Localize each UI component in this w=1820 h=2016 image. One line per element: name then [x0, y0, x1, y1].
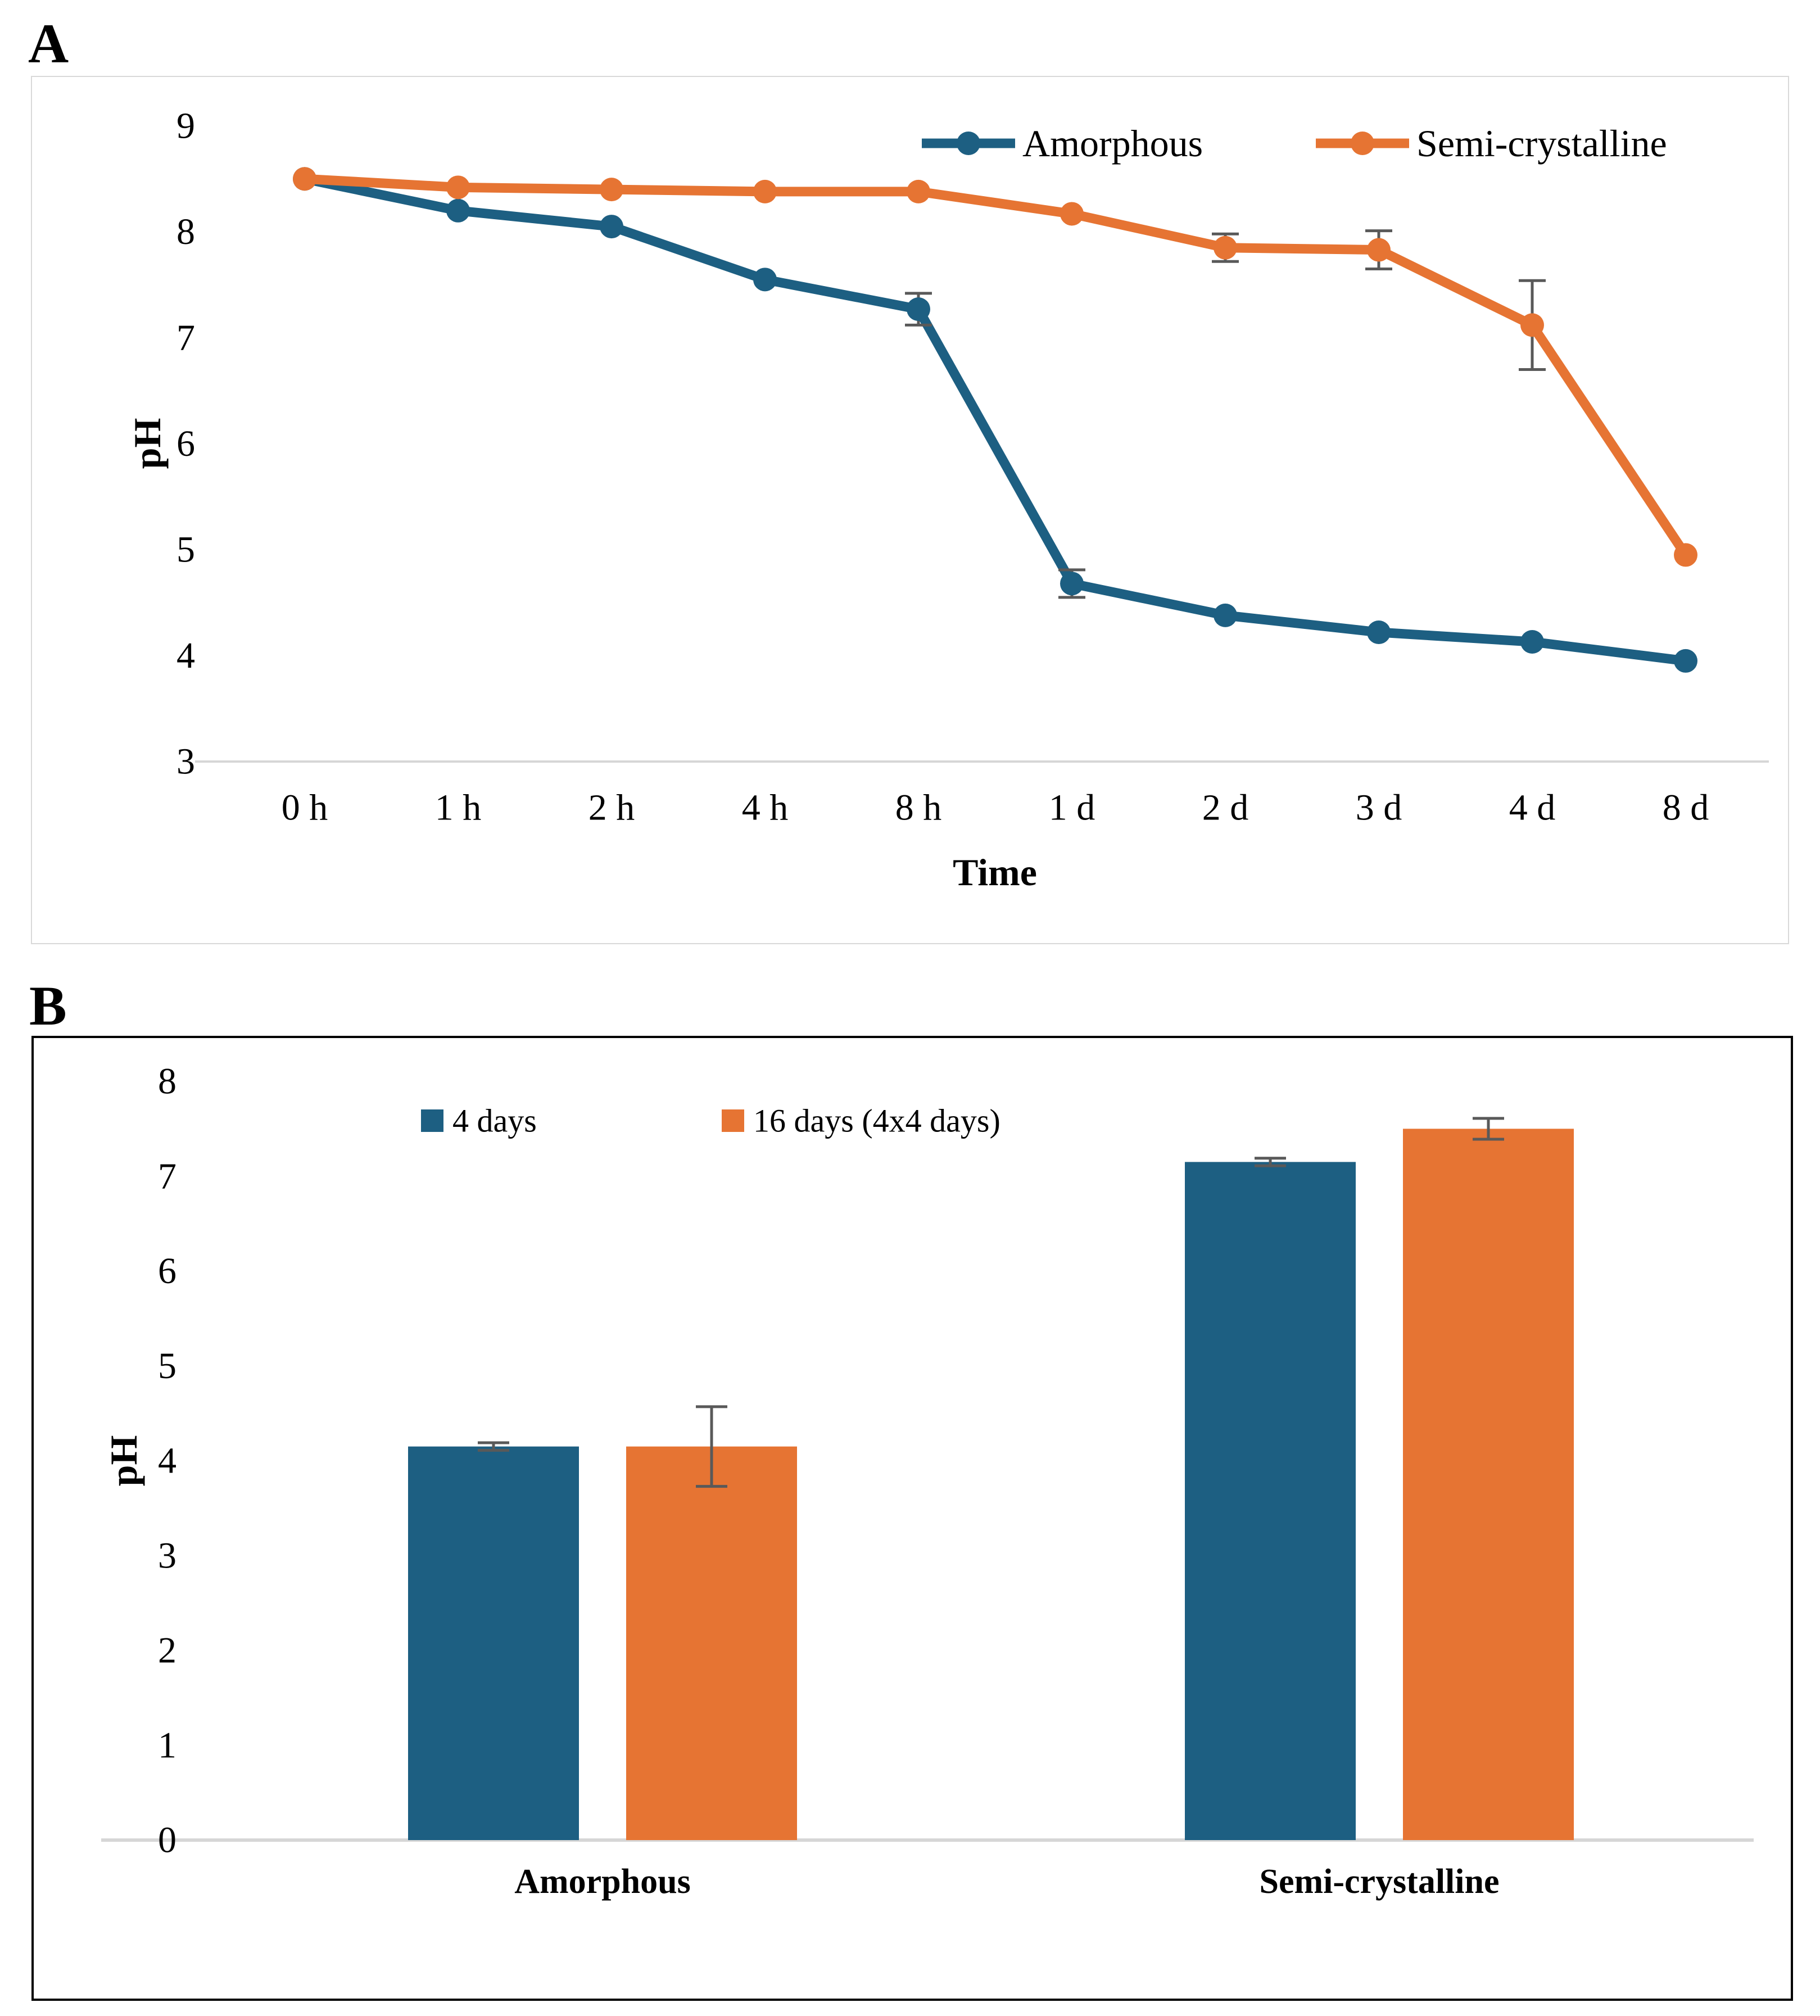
legend-label-semi-crystalline: Semi-crystalline — [1416, 122, 1667, 165]
x-category-label: 4 h — [742, 787, 789, 828]
legend-label-16-days-4x4-days-: 16 days (4x4 days) — [753, 1103, 1000, 1139]
bar-16-days-4x4-days--semi-crystalline — [1403, 1129, 1574, 1840]
panel-b-letter: B — [29, 975, 67, 1037]
data-point-semi-crystalline-9 — [1674, 543, 1697, 567]
legend-marker-semi-crystalline — [1351, 132, 1374, 155]
bar-16-days-4x4-days--amorphous — [626, 1446, 797, 1840]
y-tick-label: 8 — [158, 1061, 176, 1102]
legend-item-amorphous: Amorphous — [922, 122, 1203, 165]
x-category-label: 1 d — [1049, 787, 1095, 828]
data-point-amorphous-5 — [1060, 572, 1084, 596]
y-tick-label: 7 — [176, 318, 195, 359]
data-point-amorphous-2 — [600, 215, 623, 239]
x-category-label-amorphous: Amorphous — [514, 1863, 691, 1901]
series-line-semi-crystalline — [300, 174, 1691, 560]
line-chart-ph-vs-time: 9 8 7 6 5 4 3 0 h 1 h 2 h 4 h 8 h 1 d 2 d 3 d 4 d 8 d Tim… — [126, 106, 1769, 894]
x-category-label: 0 h — [282, 787, 328, 828]
data-point-semi-crystalline-3 — [753, 179, 777, 203]
error-bar-4-days-amorphous — [478, 1441, 509, 1452]
data-point-semi-crystalline-6 — [1214, 235, 1237, 260]
legend-swatch-4-days — [421, 1109, 443, 1132]
series-line-amorphous — [300, 174, 1691, 666]
panel-a-letter: A — [28, 12, 69, 75]
y-tick-label: 8 — [176, 211, 195, 252]
legend-marker-amorphous — [957, 132, 980, 155]
y-tick-label: 7 — [158, 1156, 176, 1197]
y-tick-label: 6 — [176, 423, 195, 464]
data-point-semi-crystalline-0 — [293, 167, 316, 191]
y-axis-title: pH — [102, 1435, 145, 1487]
legend-item-4-days: 4 days — [421, 1103, 537, 1139]
panel-a-plot-area: 9 8 7 6 5 4 3 0 h 1 h 2 h 4 h 8 h 1 d 2 d 3 d 4 d 8 d Tim… — [31, 76, 1789, 944]
y-tick-label: 1 — [158, 1725, 176, 1766]
x-category-label: 2 d — [1202, 787, 1249, 828]
y-tick-label: 5 — [158, 1345, 176, 1387]
x-category-label: 8 d — [1663, 787, 1709, 828]
data-point-amorphous-8 — [1520, 629, 1544, 654]
legend-item-16-days-4x4-days-: 16 days (4x4 days) — [722, 1103, 1000, 1139]
data-point-amorphous-7 — [1367, 620, 1391, 645]
data-point-amorphous-9 — [1674, 649, 1697, 673]
bar-chart-ph: 8 7 6 5 4 3 2 1 0 pH Amorphous Semi-crystalline 4 da… — [101, 1061, 1754, 1901]
y-tick-label: 2 — [158, 1630, 176, 1671]
y-tick-label: 6 — [158, 1251, 176, 1292]
x-category-label: 1 h — [435, 787, 482, 828]
legend-swatch-16-days-4x4-days- — [722, 1109, 744, 1132]
y-tick-label: 5 — [176, 529, 195, 570]
y-axis-title: pH — [126, 418, 169, 469]
x-category-label: 2 h — [588, 787, 635, 828]
legend-label-4-days: 4 days — [452, 1103, 537, 1139]
y-tick-label: 3 — [176, 741, 195, 782]
x-category-label: 8 h — [895, 787, 942, 828]
panel-b-plot-area: 8 7 6 5 4 3 2 1 0 pH Amorphous Semi-crystalline 4 da… — [31, 1036, 1793, 2001]
x-category-label: 3 d — [1356, 787, 1402, 828]
data-point-semi-crystalline-2 — [600, 178, 623, 202]
data-point-semi-crystalline-1 — [446, 175, 470, 200]
y-tick-label: 0 — [158, 1820, 176, 1861]
x-category-label: 4 d — [1509, 787, 1556, 828]
data-point-amorphous-6 — [1214, 603, 1237, 627]
error-bar-4-days-semi-crystalline — [1255, 1157, 1286, 1167]
data-point-amorphous-4 — [907, 297, 930, 321]
error-bar-16-days-4x4-days--semi-crystalline — [1473, 1117, 1504, 1141]
data-point-semi-crystalline-7 — [1367, 238, 1391, 262]
bar-4-days-amorphous — [408, 1446, 579, 1840]
data-point-amorphous-3 — [753, 268, 777, 292]
y-tick-label: 4 — [176, 635, 195, 676]
error-bar-16-days-4x4-days--amorphous — [696, 1405, 727, 1488]
y-tick-label: 4 — [158, 1440, 176, 1482]
y-tick-label: 9 — [176, 106, 195, 147]
data-point-semi-crystalline-5 — [1060, 202, 1084, 226]
data-point-amorphous-1 — [446, 198, 470, 223]
data-point-semi-crystalline-4 — [907, 179, 930, 203]
x-axis-title: Time — [953, 851, 1037, 894]
x-category-label-semi-crystalline: Semi-crystalline — [1259, 1863, 1499, 1901]
bar-4-days-semi-crystalline — [1185, 1162, 1356, 1840]
legend-item-semi-crystalline: Semi-crystalline — [1316, 122, 1667, 165]
data-point-semi-crystalline-8 — [1520, 313, 1544, 337]
legend-label-amorphous: Amorphous — [1022, 122, 1203, 165]
y-tick-label: 3 — [158, 1535, 176, 1576]
